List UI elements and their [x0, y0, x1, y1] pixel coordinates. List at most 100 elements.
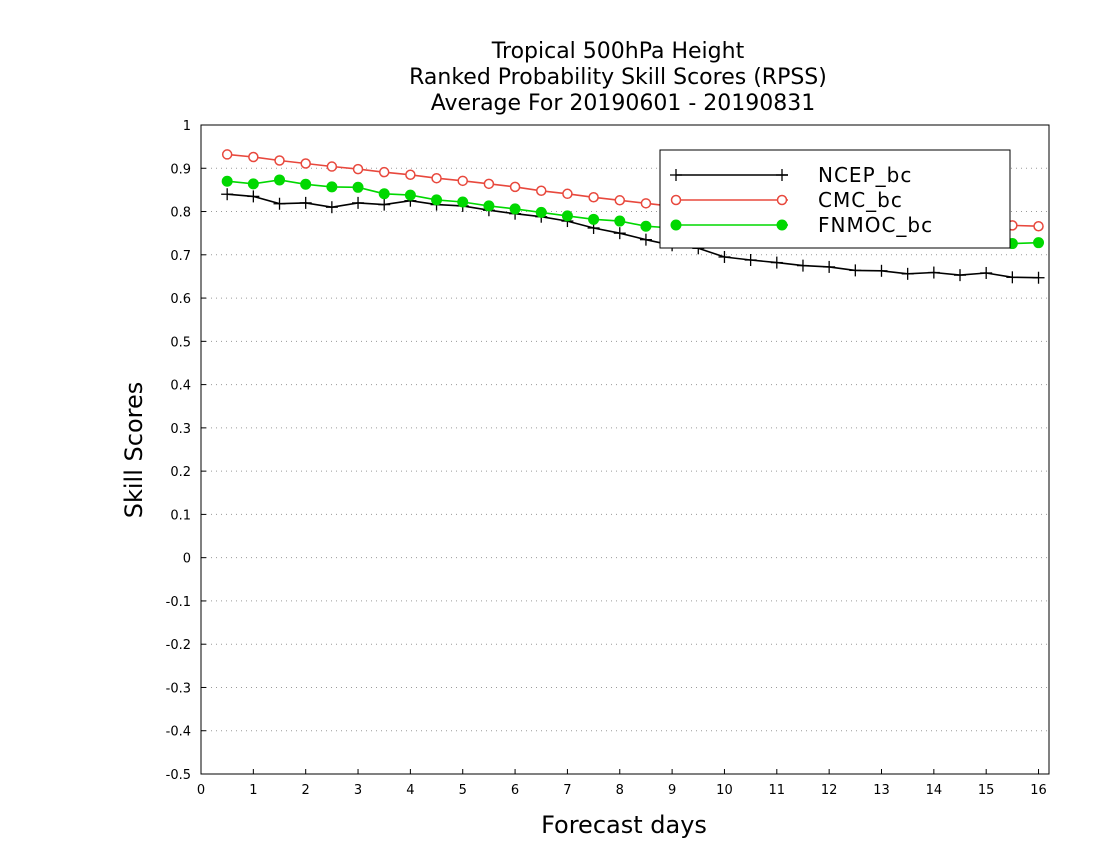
- data-point-ncep-bc: [1006, 271, 1019, 284]
- plot-area-frame: [200, 124, 1050, 775]
- data-point-cmc-bc: [352, 163, 364, 175]
- y-tick-label: -0.2: [166, 638, 191, 653]
- data-point-ncep-bc: [927, 266, 940, 279]
- y-tick-label: -0.3: [166, 681, 191, 696]
- data-point-ncep-bc: [954, 269, 967, 282]
- y-axis-title: Skill Scores: [120, 382, 148, 519]
- y-tick-label: 0.1: [170, 508, 191, 523]
- data-point-fnmoc-bc: [640, 220, 652, 232]
- data-point-fnmoc-bc: [326, 181, 338, 193]
- x-tick-label: 14: [926, 783, 943, 798]
- legend-marker-start: [670, 194, 682, 206]
- data-point-cmc-bc: [378, 166, 390, 178]
- data-point-fnmoc-bc: [457, 196, 469, 208]
- legend-marker-start: [670, 219, 682, 231]
- legend-box: [659, 149, 1011, 249]
- x-tick-label: 9: [668, 783, 676, 798]
- data-point-fnmoc-bc: [274, 174, 286, 186]
- data-point-fnmoc-bc: [535, 206, 547, 218]
- legend-marker-start: [670, 169, 682, 181]
- data-point-cmc-bc: [221, 149, 233, 160]
- data-point-ncep-bc: [325, 201, 338, 214]
- data-point-fnmoc-bc: [614, 215, 626, 227]
- data-point-ncep-bc: [352, 196, 365, 209]
- y-tick-label: 0.6: [170, 292, 191, 307]
- x-tick-label: 11: [769, 783, 786, 798]
- chart-title: Tropical 500hPa Height Ranked Probabilit…: [409, 39, 827, 116]
- title-line-3: Average For 20190601 - 20190831: [431, 91, 816, 116]
- data-point-fnmoc-bc: [483, 200, 495, 212]
- y-tick-label: 0.5: [170, 335, 191, 350]
- data-point-fnmoc-bc: [221, 175, 233, 187]
- x-tick-label: 15: [978, 783, 995, 798]
- y-tick-label: 0.9: [170, 162, 191, 177]
- x-tick-label: 6: [511, 783, 519, 798]
- x-tick-label: 16: [1030, 783, 1047, 798]
- data-point-ncep-bc: [770, 256, 783, 269]
- y-tick-label: 0.7: [170, 249, 191, 264]
- data-point-fnmoc-bc: [247, 178, 259, 190]
- data-point-ncep-bc: [980, 266, 993, 279]
- legend-label: FNMOC_bc: [818, 213, 933, 237]
- data-point-ncep-bc: [299, 196, 312, 209]
- data-point-cmc-bc: [640, 198, 652, 209]
- data-point-cmc-bc: [274, 155, 285, 166]
- legend-marker-end: [776, 194, 788, 206]
- x-tick-label: 7: [563, 783, 571, 798]
- data-point-cmc-bc: [248, 151, 259, 163]
- title-line-1: Tropical 500hPa Height: [491, 39, 745, 64]
- y-tick-label: -0.1: [166, 595, 191, 610]
- data-point-cmc-bc: [562, 188, 573, 200]
- data-point-ncep-bc: [247, 190, 260, 203]
- data-point-ncep-bc: [849, 264, 862, 277]
- y-axis: 1 0.9 0.8 0.7 0.6 0.5 0.4 0.3 0.2 0.1 0 -0.1 -0.2 -0.…: [166, 119, 206, 783]
- data-point-ncep-bc: [744, 253, 757, 266]
- y-tick-label: 1: [183, 119, 191, 134]
- data-point-cmc-bc: [457, 175, 468, 187]
- data-point-ncep-bc: [796, 259, 809, 272]
- data-point-ncep-bc: [639, 233, 652, 246]
- data-point-ncep-bc: [901, 267, 914, 280]
- data-point-ncep-bc: [613, 227, 626, 240]
- x-tick-label: 4: [406, 783, 414, 798]
- data-point-cmc-bc: [588, 192, 599, 203]
- data-point-fnmoc-bc: [352, 181, 364, 193]
- data-point-ncep-bc: [378, 198, 391, 211]
- data-point-fnmoc-bc: [300, 178, 312, 190]
- data-point-cmc-bc: [300, 158, 311, 169]
- data-point-fnmoc-bc: [561, 210, 573, 222]
- legend-label: NCEP_bc: [818, 163, 912, 187]
- legend-item-fnmoc-bc: FNMOC_bc: [670, 213, 933, 237]
- data-point-cmc-bc: [405, 169, 416, 181]
- data-point-ncep-bc: [718, 250, 731, 263]
- data-point-fnmoc-bc: [404, 189, 416, 201]
- x-tick-label: 12: [821, 783, 838, 798]
- data-point-cmc-bc: [614, 195, 626, 206]
- x-tick-label: 8: [616, 783, 624, 798]
- data-point-fnmoc-bc: [588, 213, 600, 225]
- data-point-cmc-bc: [431, 172, 442, 184]
- data-point-cmc-bc: [535, 185, 547, 197]
- data-point-fnmoc-bc: [1033, 237, 1045, 249]
- x-tick-label: 13: [873, 783, 890, 798]
- data-point-fnmoc-bc: [509, 203, 521, 215]
- x-tick-label: 1: [249, 783, 257, 798]
- data-point-fnmoc-bc: [378, 188, 390, 200]
- legend-marker-end: [776, 219, 788, 231]
- x-tick-label: 10: [716, 783, 733, 798]
- gridlines: [201, 167, 1049, 732]
- data-point-ncep-bc: [221, 188, 234, 201]
- legend-item-cmc-bc: CMC_bc: [670, 188, 903, 212]
- y-tick-label: -0.4: [166, 725, 191, 740]
- y-tick-label: 0.2: [170, 465, 191, 480]
- legend-marker-end: [776, 169, 788, 181]
- data-point-ncep-bc: [1032, 271, 1045, 284]
- x-tick-label: 3: [354, 783, 362, 798]
- x-tick-label: 5: [459, 783, 467, 798]
- legend-label: CMC_bc: [818, 188, 903, 212]
- y-tick-label: -0.5: [166, 768, 191, 783]
- data-point-cmc-bc: [483, 178, 495, 190]
- y-tick-label: 0: [183, 552, 191, 567]
